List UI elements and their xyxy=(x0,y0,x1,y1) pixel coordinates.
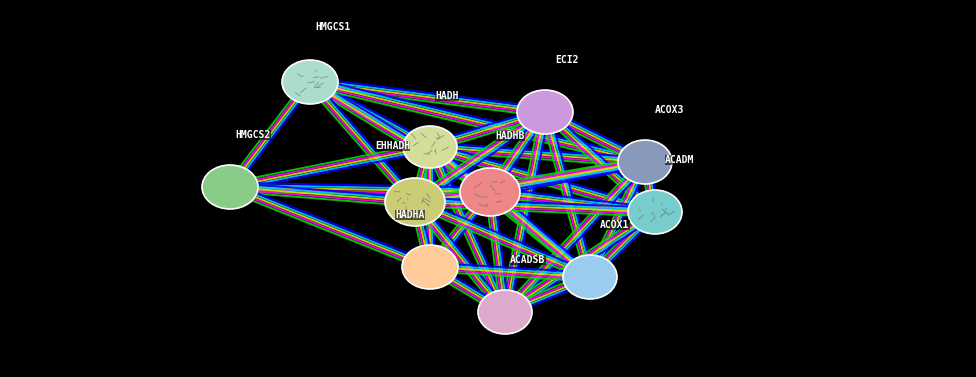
Ellipse shape xyxy=(403,126,457,168)
Text: HADHA: HADHA xyxy=(395,210,425,220)
Text: HMGCS1: HMGCS1 xyxy=(315,22,350,32)
Ellipse shape xyxy=(460,168,520,216)
Ellipse shape xyxy=(402,245,458,289)
Ellipse shape xyxy=(478,290,532,334)
Ellipse shape xyxy=(385,178,445,226)
Text: HMGCS2: HMGCS2 xyxy=(235,130,270,140)
Ellipse shape xyxy=(563,255,617,299)
Ellipse shape xyxy=(628,190,682,234)
Text: ACOX1: ACOX1 xyxy=(600,220,630,230)
Ellipse shape xyxy=(282,60,338,104)
Text: HADHB: HADHB xyxy=(495,131,524,141)
Ellipse shape xyxy=(517,90,573,134)
Ellipse shape xyxy=(618,140,672,184)
Text: EHHADH: EHHADH xyxy=(375,141,410,151)
Text: ACADM: ACADM xyxy=(665,155,694,165)
Text: ACOX3: ACOX3 xyxy=(655,105,684,115)
Text: ECI2: ECI2 xyxy=(555,55,579,65)
Text: HADH: HADH xyxy=(435,91,459,101)
Ellipse shape xyxy=(202,165,258,209)
Text: ACADSB: ACADSB xyxy=(510,255,546,265)
